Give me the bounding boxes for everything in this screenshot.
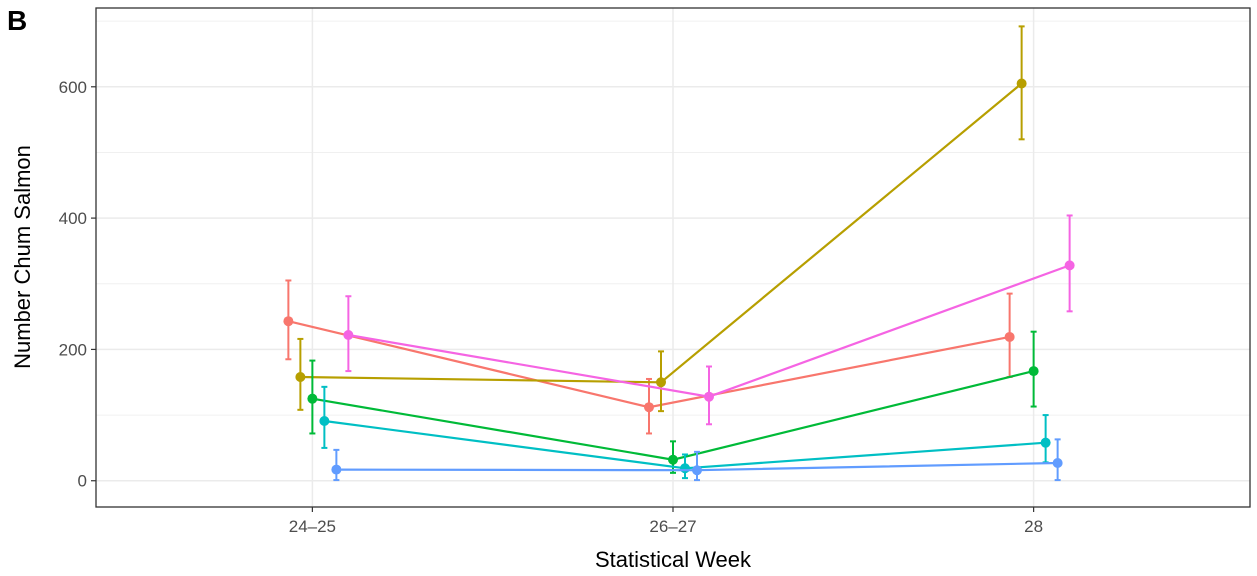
- data-point: [1064, 260, 1075, 271]
- data-point: [283, 316, 294, 327]
- y-axis-title: Number Chum Salmon: [10, 145, 35, 369]
- data-point: [680, 463, 690, 474]
- data-point: [1004, 331, 1015, 342]
- series-2: [295, 25, 1027, 413]
- data-point: [319, 415, 330, 426]
- data-point: [1016, 78, 1027, 89]
- data-point: [656, 377, 666, 388]
- data-point: [644, 402, 654, 413]
- series-layer: [283, 25, 1075, 482]
- axis-ticks: [91, 86, 1035, 512]
- y-tick-label: 400: [59, 209, 87, 228]
- x-tick-label: 26–27: [649, 517, 696, 536]
- x-tick-label: 24–25: [289, 517, 336, 536]
- major-gridlines: [96, 8, 1250, 507]
- series-6: [343, 214, 1075, 426]
- y-tick-label: 200: [59, 340, 87, 359]
- x-axis-title: Statistical Week: [595, 547, 752, 572]
- y-tick-labels: 0 200 400 600: [59, 78, 87, 491]
- data-point: [704, 391, 714, 402]
- series-line: [300, 82, 1023, 384]
- x-tick-label: 28: [1024, 517, 1043, 536]
- x-tick-labels: 24–25 26–27 28: [289, 517, 1043, 536]
- data-point: [1052, 458, 1063, 469]
- y-tick-label: 600: [59, 78, 87, 97]
- data-point: [1028, 366, 1039, 377]
- series-5: [331, 438, 1063, 482]
- data-point: [307, 393, 318, 404]
- data-point: [343, 329, 354, 340]
- data-point: [668, 454, 678, 465]
- series-3: [307, 330, 1039, 474]
- data-point: [692, 465, 702, 476]
- data-point: [331, 464, 342, 475]
- y-tick-label: 0: [78, 472, 87, 491]
- panel-label: B: [7, 5, 27, 36]
- series-1: [283, 279, 1015, 435]
- data-point: [1040, 437, 1051, 448]
- data-point: [295, 371, 306, 382]
